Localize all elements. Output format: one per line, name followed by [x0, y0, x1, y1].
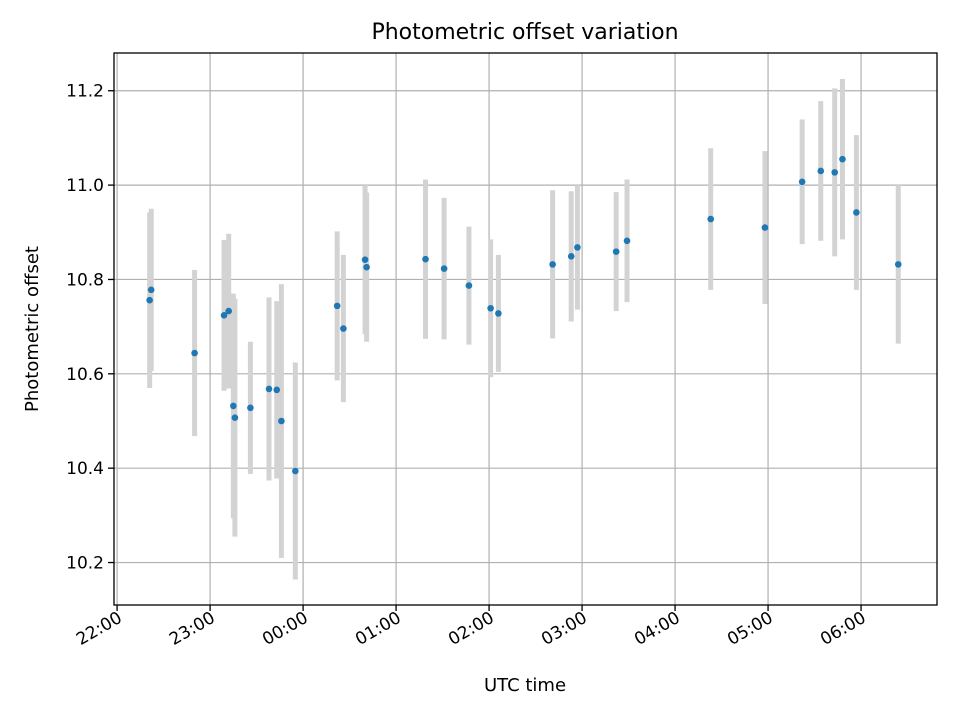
grid [114, 53, 937, 605]
data-point-17 [440, 265, 448, 272]
data-point-14 [361, 256, 369, 263]
data-point-10 [278, 417, 285, 425]
data-point-31 [839, 155, 846, 163]
data-point-12 [333, 302, 341, 310]
data-point-16 [422, 255, 429, 263]
data-point-4 [225, 307, 232, 315]
y-tick-label-10-4: 10.4 [66, 459, 104, 479]
data-point-1 [147, 286, 155, 294]
y-tick-label-10-8: 10.8 [66, 270, 104, 290]
data-point-13 [340, 325, 347, 332]
data-point-21 [549, 261, 556, 268]
data-point-25 [623, 237, 631, 245]
data-point-8 [265, 385, 273, 393]
y-tick-label-10-2: 10.2 [66, 554, 104, 574]
x-axis-label: UTC time [484, 675, 566, 696]
data-point-2 [191, 349, 198, 357]
data-point-32 [853, 209, 860, 216]
data-point-27 [761, 224, 769, 231]
data-point-30 [831, 169, 839, 176]
chart-title: Photometric offset variation [371, 20, 678, 45]
y-tick-label-10-6: 10.6 [66, 365, 104, 385]
data-point-26 [707, 215, 715, 223]
data-point-3 [220, 312, 228, 319]
data-point-6 [231, 414, 239, 421]
y-tick-label-11-2: 11.2 [66, 82, 104, 102]
data-point-24 [612, 248, 620, 255]
data-point-28 [798, 178, 806, 186]
data-point-15 [363, 263, 370, 271]
y-tick-label-11: 11.0 [66, 176, 104, 196]
data-point-18 [465, 282, 473, 289]
data-point-23 [574, 244, 581, 251]
data-point-11 [292, 467, 299, 475]
y-axis-ticks: 10.2 10.4 10.6 10.8 11.0 11.2 [66, 82, 114, 574]
data-point-19 [487, 304, 494, 312]
data-point-29 [817, 167, 825, 175]
plot-frame [113, 52, 938, 606]
data-point-22 [567, 253, 575, 260]
data-point-7 [247, 404, 254, 412]
data-points [146, 155, 902, 475]
data-point-5 [230, 402, 237, 410]
data-point-9 [273, 386, 281, 394]
data-point-33 [894, 261, 902, 268]
y-axis-label: Photometric offset [22, 246, 43, 412]
data-point-20 [495, 310, 502, 317]
data-point-0 [146, 296, 153, 304]
